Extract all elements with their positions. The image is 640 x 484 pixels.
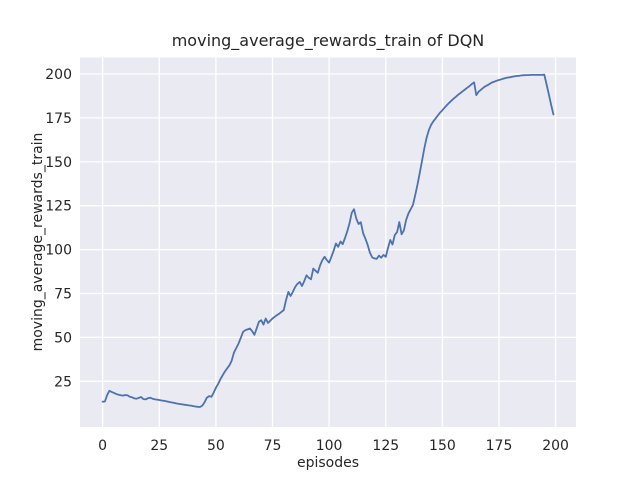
y-tick-label: 175 [45, 111, 72, 127]
plot-background [80, 57, 576, 427]
x-tick-label: 125 [372, 438, 399, 454]
y-tick-label: 150 [45, 155, 72, 171]
y-tick-label: 75 [54, 287, 72, 303]
x-tick-label: 150 [429, 438, 456, 454]
y-axis-label: moving_average_rewards_train [30, 133, 46, 352]
x-tick-label: 100 [316, 438, 343, 454]
x-tick-label: 0 [98, 438, 107, 454]
x-tick-label: 50 [207, 438, 225, 454]
y-tick-label: 25 [54, 374, 72, 390]
y-tick-label: 200 [45, 67, 72, 83]
x-axis-label: episodes [297, 455, 359, 471]
plot-layers: 0 25 50 75 100 125 150 175 200 25 50 75 100 125 150 175… [45, 57, 576, 454]
y-tick-label: 125 [45, 199, 72, 215]
x-tick-label: 175 [486, 438, 513, 454]
x-tick-label: 200 [542, 438, 569, 454]
chart-title: moving_average_rewards_train of DQN [172, 31, 485, 51]
y-tick-label: 50 [54, 330, 72, 346]
y-tick-label: 100 [45, 243, 72, 259]
series-line-DQN [101, 73, 555, 408]
x-tick-label: 75 [264, 438, 282, 454]
x-tick-label: 25 [150, 438, 168, 454]
